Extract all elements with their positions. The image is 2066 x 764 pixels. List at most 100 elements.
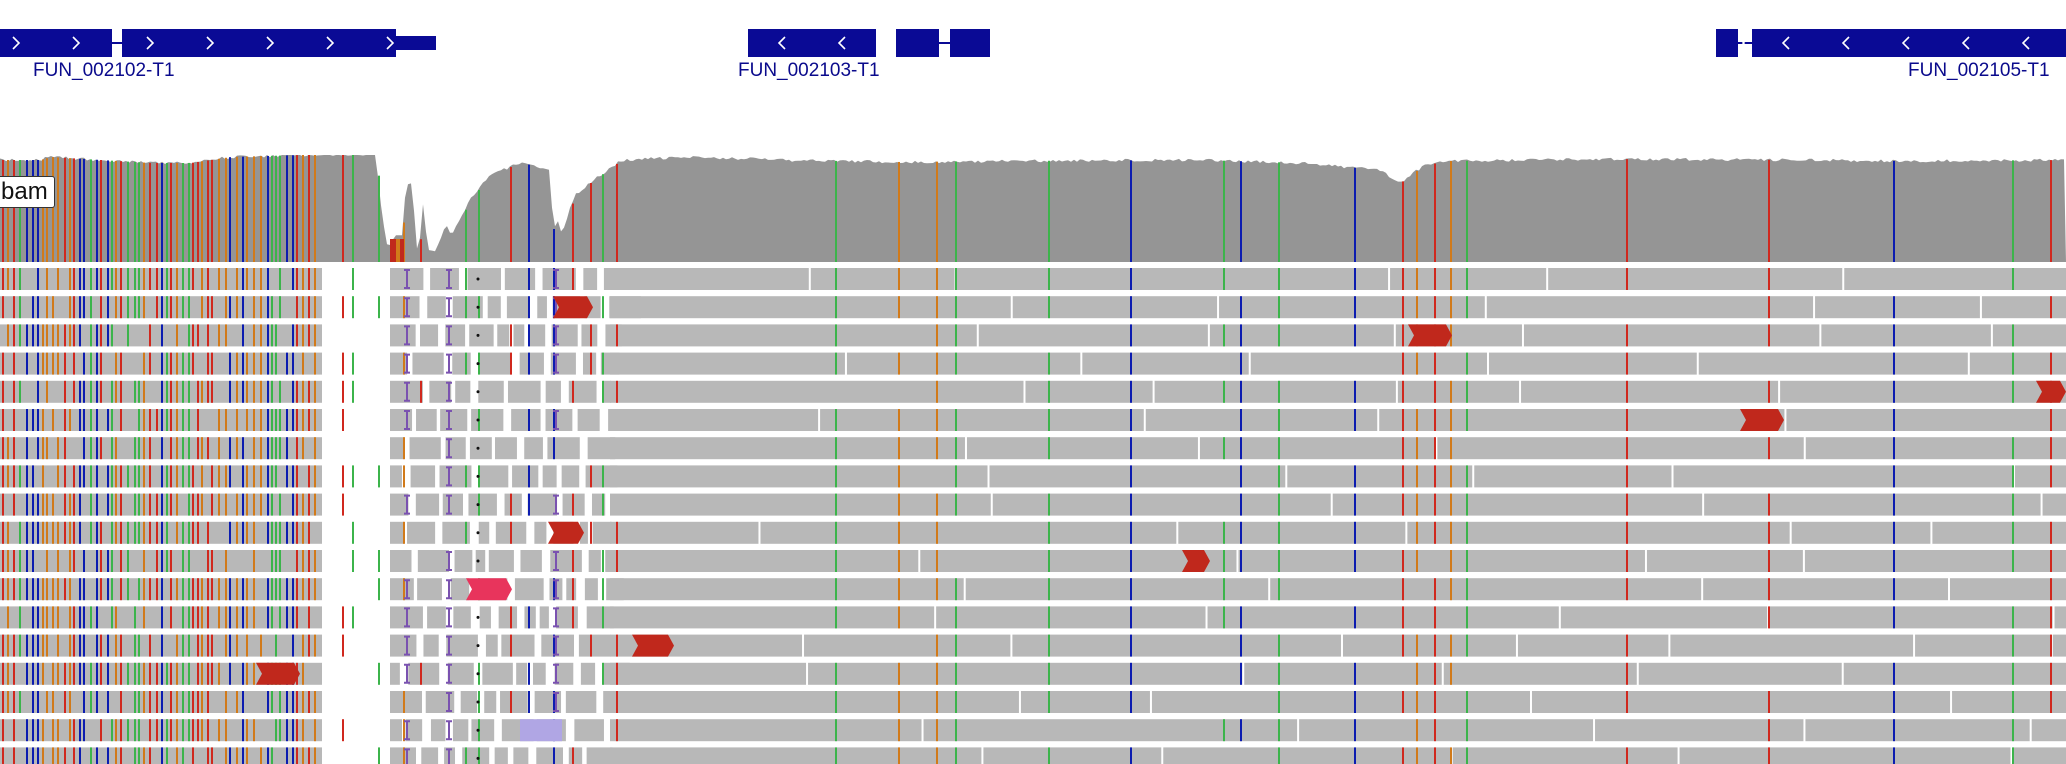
read-mismatch xyxy=(242,662,244,685)
read-mismatch xyxy=(7,465,9,488)
read-mismatch xyxy=(64,747,66,764)
track-name-label[interactable]: bam xyxy=(0,176,55,208)
read-mismatch xyxy=(170,493,172,516)
read-mismatch xyxy=(1416,550,1418,572)
read-mismatch xyxy=(211,380,213,403)
read-mismatch xyxy=(107,634,109,657)
read-mismatch xyxy=(207,662,209,685)
read-mismatch xyxy=(13,691,15,713)
read-segment xyxy=(504,493,522,516)
read-mismatch xyxy=(271,352,273,375)
read-mismatch xyxy=(19,296,21,319)
read-segment xyxy=(534,691,562,713)
coverage-variant-bar xyxy=(314,155,316,262)
read-mismatch xyxy=(1240,550,1242,572)
coverage-variant-bar xyxy=(182,163,184,262)
read-mismatch xyxy=(19,465,21,488)
read-segment xyxy=(390,747,416,764)
read-mismatch xyxy=(253,719,255,742)
gene-label-fun-002102[interactable]: FUN_002102-T1 xyxy=(33,60,175,81)
read-mismatch xyxy=(292,634,294,657)
strand-arrow-left-icon xyxy=(1961,36,1970,50)
read-mismatch xyxy=(1434,662,1436,685)
read-mismatch xyxy=(279,719,281,742)
coverage-variant-bar xyxy=(1626,159,1628,262)
read-mismatch xyxy=(253,662,255,685)
read-mismatch xyxy=(96,578,98,601)
read-mismatch xyxy=(111,550,113,572)
read-mismatch xyxy=(170,352,172,375)
read-mismatch xyxy=(13,662,15,685)
read-mismatch xyxy=(115,747,117,764)
read-mismatch xyxy=(352,296,354,319)
read-mismatch xyxy=(211,352,213,375)
read-mismatch xyxy=(1048,747,1050,764)
insertion-marker xyxy=(404,663,410,684)
read-mismatch xyxy=(590,352,592,375)
softclip-segment xyxy=(553,296,593,319)
read-mismatch xyxy=(835,437,837,460)
read-mismatch xyxy=(218,324,220,347)
read-mismatch xyxy=(1893,296,1895,319)
read-mismatch xyxy=(342,296,344,319)
read-mismatch xyxy=(225,747,227,764)
read-mismatch xyxy=(166,465,168,488)
read-mismatch xyxy=(1450,662,1452,685)
read-mismatch xyxy=(69,578,71,601)
read-mismatch xyxy=(57,437,59,460)
read-mismatch xyxy=(236,268,238,290)
coverage-variant-bar xyxy=(528,164,530,262)
read-mismatch xyxy=(275,719,277,742)
alignment-reads-track[interactable] xyxy=(0,262,2066,764)
read-mismatch xyxy=(292,409,294,431)
gene-label-fun-002105[interactable]: FUN_002105-T1 xyxy=(1908,60,2050,81)
gene-label-fun-002103[interactable]: FUN_002103-T1 xyxy=(738,60,880,81)
read-mismatch xyxy=(510,521,512,544)
read-mismatch xyxy=(271,747,273,764)
read-mismatch xyxy=(120,521,122,544)
read-mismatch xyxy=(161,268,163,290)
read-mismatch xyxy=(13,380,15,403)
read-mismatch xyxy=(1768,268,1770,290)
read-segment xyxy=(468,493,497,516)
read-segment xyxy=(534,521,547,544)
read-mismatch xyxy=(1434,578,1436,601)
read-segment xyxy=(966,437,1198,460)
read-mismatch xyxy=(69,550,71,572)
read-segment xyxy=(610,606,935,629)
read-mismatch xyxy=(52,606,54,629)
read-mismatch xyxy=(1130,521,1132,544)
read-mismatch xyxy=(42,606,44,629)
read-mismatch xyxy=(170,409,172,431)
read-mismatch xyxy=(1130,550,1132,572)
insertion-marker xyxy=(446,353,452,374)
read-mismatch xyxy=(161,691,163,713)
read-mismatch xyxy=(229,296,231,319)
read-mismatch xyxy=(602,493,604,516)
read-mismatch xyxy=(107,747,109,764)
read-mismatch xyxy=(553,352,555,375)
read-mismatch xyxy=(201,296,203,319)
read-mismatch xyxy=(898,662,900,685)
read-mismatch xyxy=(111,268,113,290)
read-mismatch xyxy=(242,296,244,319)
read-mismatch xyxy=(134,296,136,319)
read-mismatch xyxy=(73,662,75,685)
read-segment xyxy=(936,606,1206,629)
read-mismatch xyxy=(1130,324,1132,347)
read-mismatch xyxy=(1450,296,1452,319)
read-mismatch xyxy=(7,437,9,460)
read-mismatch xyxy=(149,747,151,764)
read-mismatch xyxy=(616,324,618,347)
strand-arrow-left-icon xyxy=(777,36,786,50)
coverage-track[interactable] xyxy=(0,155,2066,262)
read-mismatch xyxy=(32,606,34,629)
read-mismatch xyxy=(1354,606,1356,629)
read-mismatch xyxy=(465,268,467,290)
read-mismatch xyxy=(1416,437,1418,460)
read-mismatch xyxy=(1626,662,1628,685)
read-mismatch xyxy=(602,465,604,488)
read-mismatch xyxy=(46,521,48,544)
read-segment xyxy=(416,409,437,431)
coverage-variant-bar xyxy=(90,159,92,262)
